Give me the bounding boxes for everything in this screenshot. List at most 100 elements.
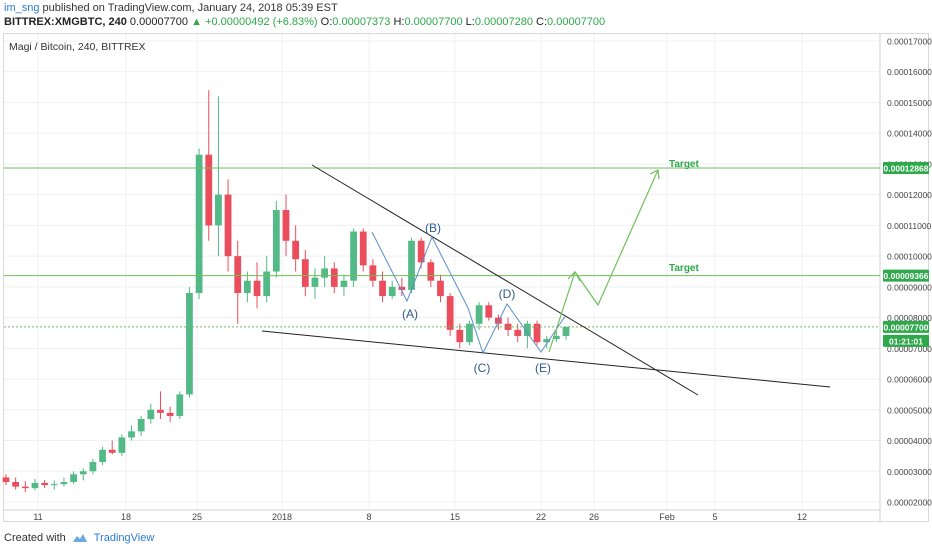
wave-label: (A) bbox=[402, 307, 418, 321]
candle-body bbox=[552, 336, 560, 340]
y-tick-label: 0.00007000 bbox=[887, 344, 932, 354]
candle-body bbox=[60, 482, 68, 485]
candle-body bbox=[272, 210, 280, 272]
candle-body bbox=[176, 394, 184, 416]
candle-body bbox=[186, 293, 193, 395]
candle-body bbox=[79, 471, 87, 475]
x-tick-label: 11 bbox=[33, 512, 42, 522]
candle-body bbox=[417, 240, 425, 263]
wave-label: (C) bbox=[474, 361, 491, 375]
candle-body bbox=[31, 482, 39, 489]
publish-line: im_sng published on TradingView.com, Jan… bbox=[4, 2, 338, 14]
candle-body bbox=[321, 268, 328, 278]
price-badge-target-upper-bg bbox=[883, 161, 929, 174]
candle-body bbox=[2, 477, 10, 483]
x-tick-label: 8 bbox=[366, 512, 371, 522]
candle-body bbox=[514, 329, 522, 337]
candle-body bbox=[215, 194, 222, 226]
candle-body bbox=[301, 259, 309, 287]
candle-body bbox=[21, 486, 29, 489]
y-tick-label: 0.00004000 bbox=[887, 436, 932, 446]
open-label: O: bbox=[320, 16, 333, 28]
candle-body bbox=[12, 482, 20, 487]
x-tick-label: 18 bbox=[121, 512, 131, 522]
close-label: C: bbox=[536, 16, 548, 28]
candle-body bbox=[359, 231, 367, 266]
low-value: 0.00007280 bbox=[474, 16, 533, 28]
candle-body bbox=[166, 412, 174, 416]
price-badge-countdown: 01:21:01 bbox=[889, 336, 923, 346]
open-value: 0.00007373 bbox=[332, 16, 391, 28]
candle-body bbox=[99, 449, 106, 463]
y-tick-label: 0.00003000 bbox=[887, 467, 932, 477]
candle-body bbox=[524, 323, 531, 337]
price-badge-target-lower-bg bbox=[883, 269, 929, 282]
price-badge-last: 0.00007700 bbox=[884, 322, 929, 332]
candle-body bbox=[369, 265, 377, 281]
y-tick-label: 0.00005000 bbox=[887, 405, 932, 415]
up-arrow-icon: ▲ bbox=[191, 16, 202, 28]
y-tick-label: 0.00016000 bbox=[887, 67, 932, 77]
candle-body bbox=[340, 280, 348, 287]
x-tick-label: 5 bbox=[712, 512, 717, 522]
candle-body bbox=[330, 268, 338, 287]
x-tick-label: Feb bbox=[659, 512, 675, 522]
quote-line: BITTREX:XMGBTC, 240 0.00007700 ▲ +0.0000… bbox=[4, 16, 605, 28]
candle-body bbox=[311, 277, 319, 287]
candle-body bbox=[456, 329, 464, 343]
candle-body bbox=[244, 280, 251, 294]
candle-body bbox=[253, 280, 261, 297]
candle-body bbox=[485, 305, 493, 318]
x-tick-label: 2018 bbox=[272, 512, 292, 522]
chart-title: Magi / Bitcoin, 240, BITTREX bbox=[9, 41, 146, 53]
candle-body bbox=[475, 305, 483, 324]
candle-body bbox=[533, 323, 541, 343]
candle-body bbox=[379, 280, 386, 297]
upper-trendline bbox=[311, 164, 699, 396]
candle-body bbox=[292, 240, 300, 260]
footer: Created with TradingView bbox=[4, 532, 154, 544]
author-link[interactable]: im_sng bbox=[4, 2, 40, 14]
price-badge-target-lower: 0.00009366 bbox=[884, 271, 929, 281]
wave-label: (D) bbox=[499, 287, 516, 301]
y-tick-label: 0.00008000 bbox=[887, 313, 932, 323]
y-tick-label: 0.00017000 bbox=[887, 37, 932, 47]
tradingview-brand[interactable]: TradingView bbox=[93, 532, 155, 544]
high-value: 0.00007700 bbox=[404, 16, 463, 28]
projection-path bbox=[548, 169, 659, 353]
x-tick-label: 25 bbox=[192, 512, 202, 522]
candle-body bbox=[157, 409, 164, 413]
candle-body bbox=[437, 280, 444, 297]
symbol-label: BITTREX:XMGBTC, 240 bbox=[4, 16, 127, 28]
candle-body bbox=[350, 231, 357, 281]
candle-body bbox=[108, 449, 116, 453]
wave-label: (E) bbox=[535, 361, 551, 375]
x-tick-label: 26 bbox=[589, 512, 599, 522]
candle-body bbox=[543, 339, 551, 343]
candle-body bbox=[147, 409, 155, 420]
candle-body bbox=[446, 296, 454, 330]
price-change: +0.00000492 (+6.83%) bbox=[205, 16, 318, 28]
candle-body bbox=[388, 286, 396, 297]
candle-body bbox=[50, 484, 58, 486]
candle-body bbox=[224, 194, 232, 257]
lower-trendline bbox=[261, 330, 831, 388]
candle-body bbox=[466, 323, 473, 343]
candle-body bbox=[562, 326, 570, 337]
y-tick-label: 0.00011000 bbox=[887, 221, 932, 231]
y-tick-label: 0.00012000 bbox=[887, 190, 932, 200]
candle-body bbox=[408, 240, 415, 290]
candle-body bbox=[41, 482, 48, 486]
price-badge-last-bg bbox=[883, 320, 929, 333]
candle-body bbox=[195, 154, 203, 294]
y-tick-label: 0.00006000 bbox=[887, 375, 932, 385]
candle-body bbox=[263, 271, 271, 297]
publish-info: published on TradingView.com, January 24… bbox=[42, 2, 338, 14]
wave-pattern-path bbox=[371, 231, 567, 355]
y-tick-label: 0.00015000 bbox=[887, 98, 932, 108]
last-price: 0.00007700 bbox=[129, 16, 189, 28]
y-tick-label: 0.00014000 bbox=[887, 129, 932, 139]
projection-arrow-head bbox=[567, 271, 581, 282]
x-tick-label: 12 bbox=[797, 512, 807, 522]
